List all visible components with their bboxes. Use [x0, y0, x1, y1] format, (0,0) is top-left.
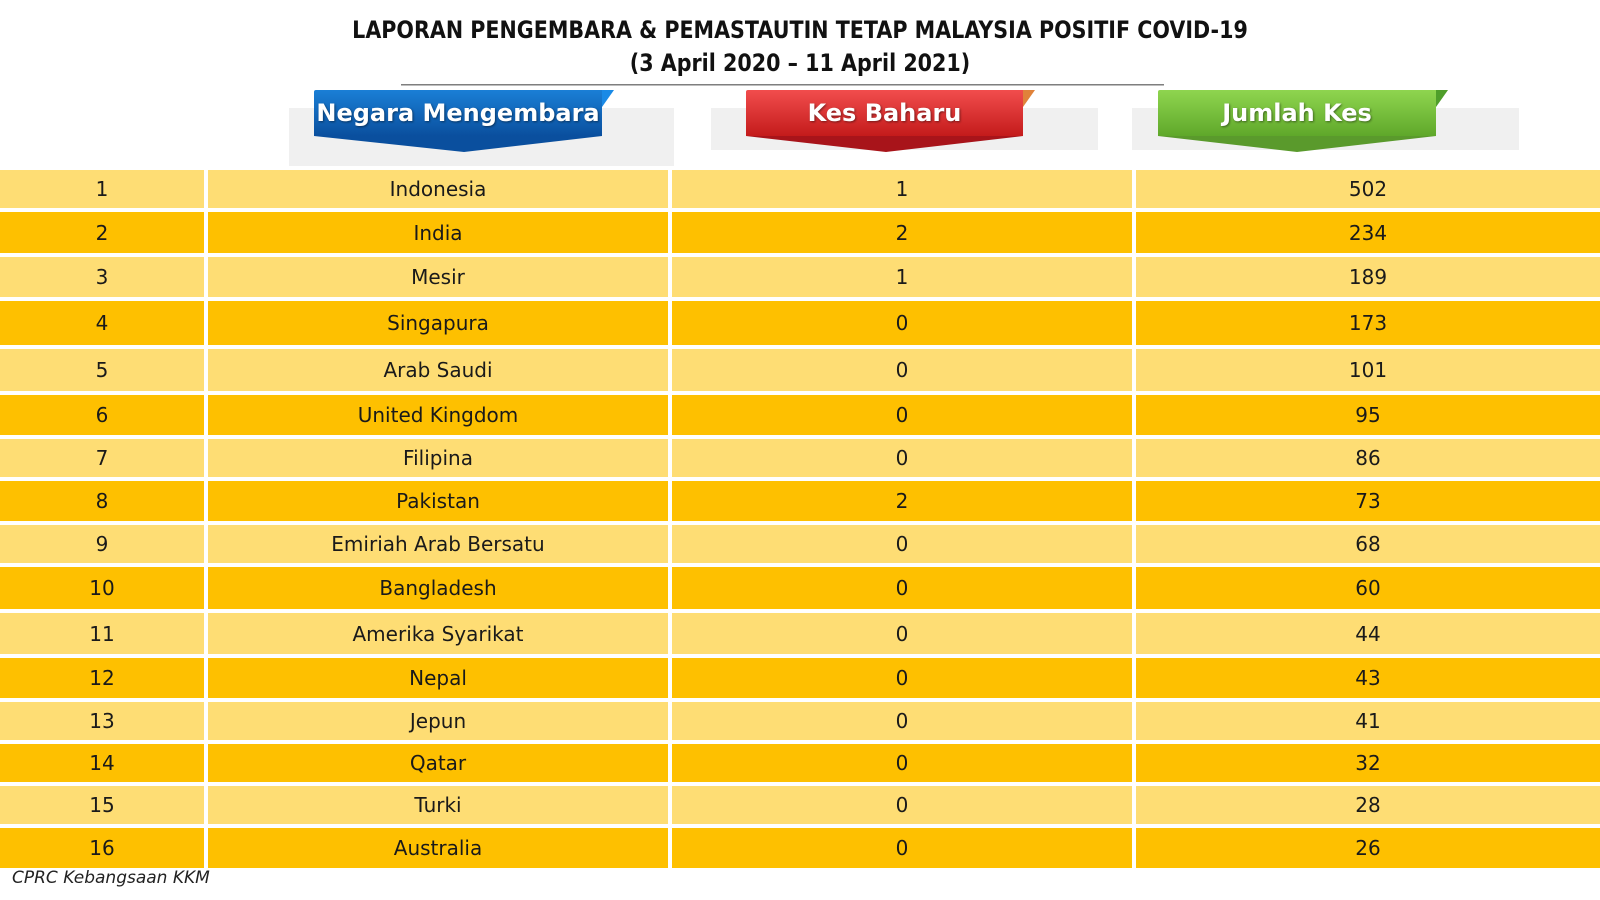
row-country: Indonesia	[208, 170, 672, 208]
table-row: 11 Amerika Syarikat 0 44	[0, 613, 1600, 658]
row-country: Arab Saudi	[208, 349, 672, 391]
table-row: 1 Indonesia 1 502	[0, 170, 1600, 212]
row-country: United Kingdom	[208, 395, 672, 435]
row-new-cases: 0	[672, 567, 1136, 609]
row-total-cases: 173	[1136, 301, 1600, 345]
row-country: Singapura	[208, 301, 672, 345]
row-new-cases: 0	[672, 828, 1136, 868]
header-new-banner: Kes Baharu	[746, 90, 1036, 154]
table-row: 6 United Kingdom 0 95	[0, 395, 1600, 439]
header-country-banner: Negara Mengembara	[314, 90, 614, 154]
row-total-cases: 189	[1136, 257, 1600, 297]
row-country: Amerika Syarikat	[208, 613, 672, 654]
table-row: 2 India 2 234	[0, 212, 1600, 257]
row-new-cases: 0	[672, 395, 1136, 435]
row-number: 10	[0, 567, 208, 609]
row-number: 16	[0, 828, 208, 868]
row-number: 3	[0, 257, 208, 297]
row-total-cases: 44	[1136, 613, 1600, 654]
row-number: 14	[0, 744, 208, 782]
table-row: 9 Emiriah Arab Bersatu 0 68	[0, 525, 1600, 567]
header-new-label: Kes Baharu	[807, 99, 962, 127]
row-new-cases: 0	[672, 349, 1136, 391]
row-country: Jepun	[208, 702, 672, 740]
table-row: 8 Pakistan 2 73	[0, 481, 1600, 525]
table-row: 5 Arab Saudi 0 101	[0, 349, 1600, 395]
row-new-cases: 0	[672, 786, 1136, 824]
table-row: 15 Turki 0 28	[0, 786, 1600, 828]
row-country: Bangladesh	[208, 567, 672, 609]
row-total-cases: 32	[1136, 744, 1600, 782]
row-number: 8	[0, 481, 208, 521]
row-number: 12	[0, 658, 208, 698]
table-row: 3 Mesir 1 189	[0, 257, 1600, 301]
row-number: 9	[0, 525, 208, 563]
row-country: Australia	[208, 828, 672, 868]
header-total-label: Jumlah Kes	[1222, 99, 1372, 127]
row-new-cases: 1	[672, 257, 1136, 297]
row-country: Turki	[208, 786, 672, 824]
row-number: 4	[0, 301, 208, 345]
table-row: 4 Singapura 0 173	[0, 301, 1600, 349]
title-line-2: (3 April 2020 – 11 April 2021)	[629, 49, 971, 77]
row-new-cases: 0	[672, 702, 1136, 740]
table-row: 14 Qatar 0 32	[0, 744, 1600, 786]
row-country: Nepal	[208, 658, 672, 698]
row-new-cases: 0	[672, 301, 1136, 345]
row-number: 6	[0, 395, 208, 435]
report-title: LAPORAN PENGEMBARA & PEMASTAUTIN TETAP M…	[0, 14, 1600, 80]
table-row: 12 Nepal 0 43	[0, 658, 1600, 702]
row-new-cases: 2	[672, 212, 1136, 253]
row-total-cases: 73	[1136, 481, 1600, 521]
row-new-cases: 2	[672, 481, 1136, 521]
title-line-1: LAPORAN PENGEMBARA & PEMASTAUTIN TETAP M…	[352, 16, 1248, 44]
row-new-cases: 0	[672, 658, 1136, 698]
row-new-cases: 0	[672, 613, 1136, 654]
row-country: India	[208, 212, 672, 253]
row-total-cases: 68	[1136, 525, 1600, 563]
row-country: Pakistan	[208, 481, 672, 521]
row-total-cases: 502	[1136, 170, 1600, 208]
row-number: 15	[0, 786, 208, 824]
row-new-cases: 0	[672, 439, 1136, 477]
row-total-cases: 28	[1136, 786, 1600, 824]
row-country: Emiriah Arab Bersatu	[208, 525, 672, 563]
row-total-cases: 41	[1136, 702, 1600, 740]
row-country: Qatar	[208, 744, 672, 782]
table-row: 7 Filipina 0 86	[0, 439, 1600, 481]
row-new-cases: 1	[672, 170, 1136, 208]
header-country-label: Negara Mengembara	[316, 99, 600, 127]
row-number: 13	[0, 702, 208, 740]
row-total-cases: 43	[1136, 658, 1600, 698]
table-row: 10 Bangladesh 0 60	[0, 567, 1600, 613]
row-country: Mesir	[208, 257, 672, 297]
cases-table: 1 Indonesia 1 502 2 India 2 234 3 Mesir 1 189 4 Singa…	[0, 170, 1600, 872]
row-total-cases: 101	[1136, 349, 1600, 391]
row-number: 1	[0, 170, 208, 208]
row-number: 11	[0, 613, 208, 654]
row-country: Filipina	[208, 439, 672, 477]
row-number: 2	[0, 212, 208, 253]
title-divider	[401, 84, 1164, 86]
row-number: 5	[0, 349, 208, 391]
source-footer: CPRC Kebangsaan KKM	[12, 868, 210, 888]
row-new-cases: 0	[672, 525, 1136, 563]
row-total-cases: 26	[1136, 828, 1600, 868]
row-total-cases: 60	[1136, 567, 1600, 609]
table-row: 16 Australia 0 26	[0, 828, 1600, 872]
table-row: 13 Jepun 0 41	[0, 702, 1600, 744]
row-total-cases: 234	[1136, 212, 1600, 253]
row-total-cases: 86	[1136, 439, 1600, 477]
row-number: 7	[0, 439, 208, 477]
row-total-cases: 95	[1136, 395, 1600, 435]
row-new-cases: 0	[672, 744, 1136, 782]
header-total-banner: Jumlah Kes	[1158, 90, 1448, 154]
